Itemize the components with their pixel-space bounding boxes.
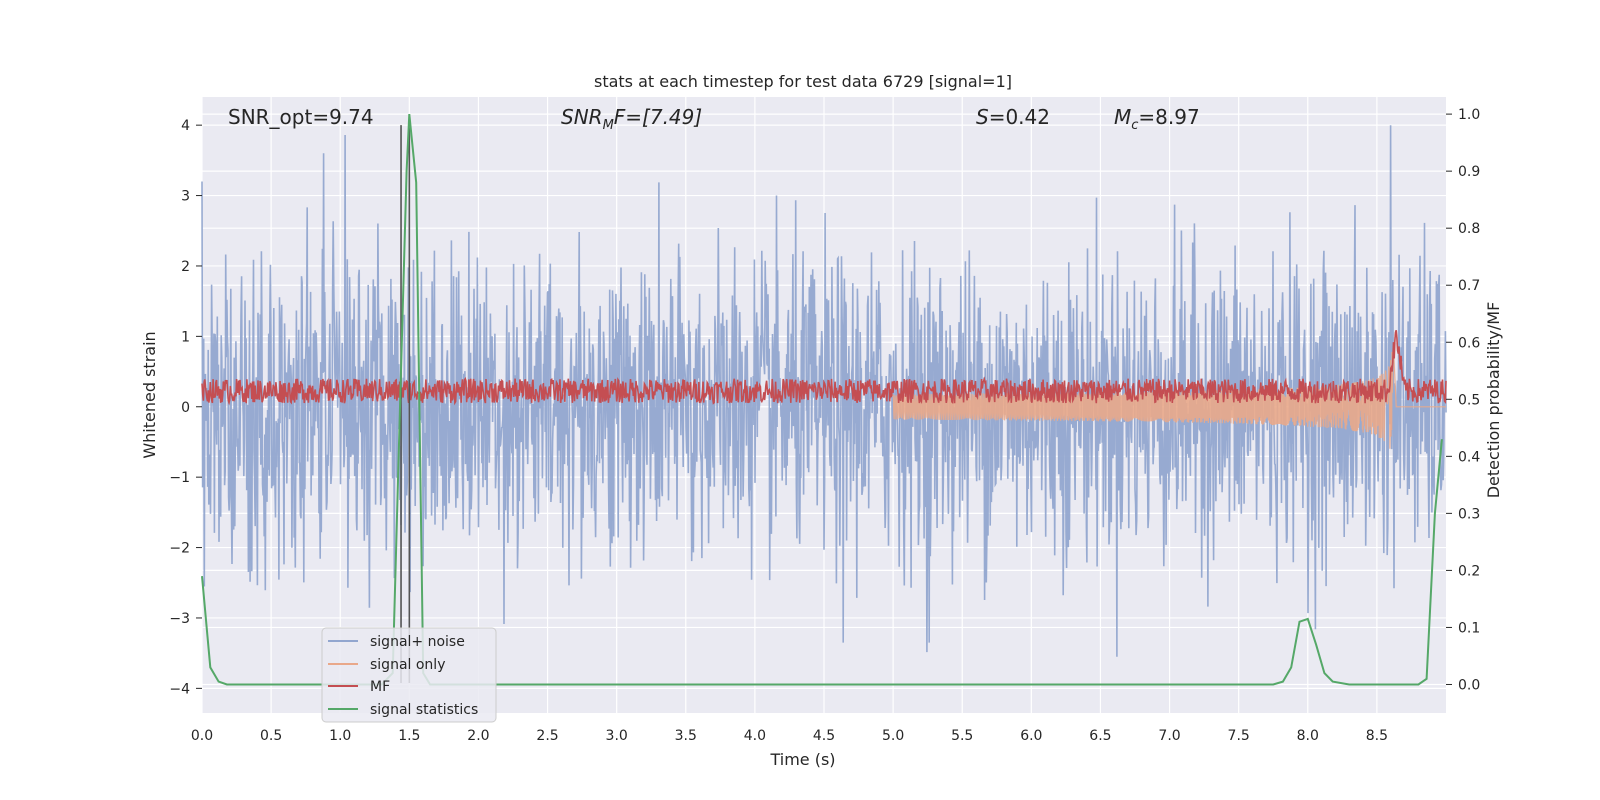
x-tick-label: 4.0 bbox=[744, 728, 766, 744]
x-tick-label: 6.5 bbox=[1089, 728, 1111, 744]
legend-box bbox=[321, 627, 497, 723]
y-right-tick-label: 0.9 bbox=[1458, 164, 1480, 180]
y-left-tick-label: −3 bbox=[169, 611, 190, 627]
legend-label-signal-statistics: signal statistics bbox=[370, 702, 478, 718]
legend-label-mf: MF bbox=[370, 679, 390, 695]
y-right-tick-label: 1.0 bbox=[1458, 107, 1480, 123]
s-annotation: S=0.42 bbox=[976, 105, 1050, 129]
x-tick-label: 2.0 bbox=[467, 728, 489, 744]
y-right-axis-label: Detection probability/MF bbox=[1484, 302, 1503, 499]
x-tick-label: 5.0 bbox=[882, 728, 904, 744]
x-tick-label: 0.0 bbox=[191, 728, 213, 744]
mc-annotation: Mc=8.97 bbox=[1114, 105, 1200, 133]
snr-mf-annotation: SNRMF=[7.49] bbox=[561, 105, 702, 133]
x-tick-label: 2.5 bbox=[536, 728, 558, 744]
y-right-tick-label: 0.8 bbox=[1458, 221, 1480, 237]
x-tick-label: 1.5 bbox=[398, 728, 420, 744]
y-left-tick-label: −1 bbox=[169, 470, 190, 486]
y-left-axis-label: Whitened strain bbox=[140, 331, 159, 458]
y-left-tick-label: 1 bbox=[181, 329, 190, 345]
y-left-tick-label: −2 bbox=[169, 541, 190, 557]
x-axis-label: Time (s) bbox=[769, 750, 835, 769]
legend-label-signal-noise: signal+ noise bbox=[370, 634, 465, 650]
chart-title: stats at each timestep for test data 672… bbox=[594, 72, 1012, 91]
x-tick-label: 7.0 bbox=[1158, 728, 1180, 744]
y-right-tick-label: 0.0 bbox=[1458, 677, 1480, 693]
x-tick-label: 3.5 bbox=[675, 728, 697, 744]
legend-label-signal-only: signal only bbox=[370, 657, 445, 673]
y-right-tick-label: 0.7 bbox=[1458, 278, 1480, 294]
x-tick-label: 8.5 bbox=[1366, 728, 1388, 744]
x-tick-label: 4.5 bbox=[813, 728, 835, 744]
y-left-tick-label: 0 bbox=[181, 400, 190, 416]
x-tick-label: 1.0 bbox=[329, 728, 351, 744]
y-right-tick-label: 0.1 bbox=[1458, 620, 1480, 636]
x-ticks: 0.0 0.5 1.0 1.5 2.0 2.5 3.0 3.5 4.0 4.5 5.0 5.5 6.0 6… bbox=[191, 728, 1388, 744]
y-left-tick-label: 3 bbox=[181, 189, 190, 205]
y-right-tick-label: 0.5 bbox=[1458, 392, 1480, 408]
x-tick-label: 5.5 bbox=[951, 728, 973, 744]
x-tick-label: 8.0 bbox=[1297, 728, 1319, 744]
y-left-ticks: −4 −3 −2 −1 0 1 2 3 4 bbox=[169, 118, 202, 697]
y-left-tick-label: −4 bbox=[169, 681, 190, 697]
y-right-ticks: 0.0 0.1 0.2 0.3 0.4 0.5 0.6 0.7 0.8 0.9 1.0 bbox=[1446, 107, 1480, 693]
y-left-tick-label: 2 bbox=[181, 259, 190, 275]
x-tick-label: 0.5 bbox=[260, 728, 282, 744]
snr-opt-annotation: SNR_opt=9.74 bbox=[228, 105, 374, 129]
x-tick-label: 6.0 bbox=[1020, 728, 1042, 744]
y-right-tick-label: 0.2 bbox=[1458, 563, 1480, 579]
y-left-tick-label: 4 bbox=[181, 118, 190, 134]
y-right-tick-label: 0.3 bbox=[1458, 506, 1480, 522]
y-right-tick-label: 0.6 bbox=[1458, 335, 1480, 351]
legend: signal+ noise signal only MF signal stat… bbox=[321, 627, 497, 723]
x-tick-label: 7.5 bbox=[1228, 728, 1250, 744]
x-tick-label: 3.0 bbox=[606, 728, 628, 744]
y-right-tick-label: 0.4 bbox=[1458, 449, 1480, 465]
